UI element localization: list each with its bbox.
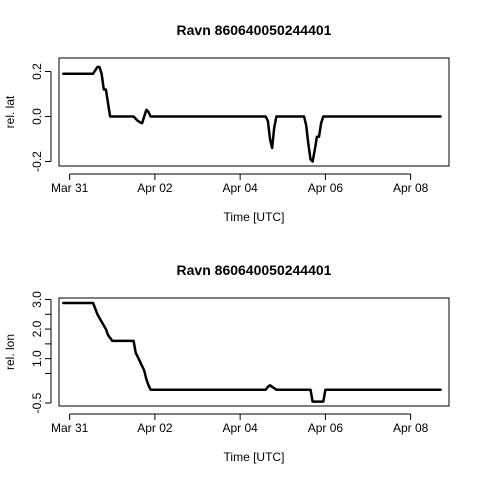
y-axis-label: rel. lat [3,95,17,128]
x-tick-label: Mar 31 [51,421,89,435]
y-tick-label: 3.0 [30,291,44,308]
x-tick-label: Apr 02 [137,421,173,435]
y-tick-label: 0.0 [30,108,44,125]
chart-latitude: Ravn 860640050244401 Mar 31 Apr 02 Apr 04 Ap… [3,22,450,224]
series-line [62,65,442,163]
y-tick-label: 1.0 [30,350,44,367]
chart-longitude: Ravn 860640050244401 Mar 31 Apr 02 Apr 04 Ap… [3,262,450,464]
y-tick-label: -0.2 [30,151,44,172]
y-tick-label: -0.5 [30,392,44,413]
y-axis-label: rel. lon [3,334,17,370]
x-tick-label: Apr 04 [222,421,258,435]
y-tick-label: 0.2 [30,63,44,80]
x-tick-label: Apr 08 [393,181,429,195]
x-axis-label: Time [UTC] [224,450,285,464]
chart-title: Ravn 860640050244401 [177,22,332,38]
x-tick-label: Mar 31 [51,181,89,195]
y-tick-label: 2.0 [30,320,44,337]
x-tick-label: Apr 02 [137,181,173,195]
x-tick-label: Apr 06 [308,181,344,195]
plot-frame [58,57,450,167]
x-tick-label: Apr 08 [393,421,429,435]
x-axis-label: Time [UTC] [224,210,285,224]
x-tick-label: Apr 06 [308,421,344,435]
chart-title: Ravn 860640050244401 [177,262,332,278]
x-tick-label: Apr 04 [222,181,258,195]
plot-frame [58,297,450,407]
series-line [62,301,442,403]
